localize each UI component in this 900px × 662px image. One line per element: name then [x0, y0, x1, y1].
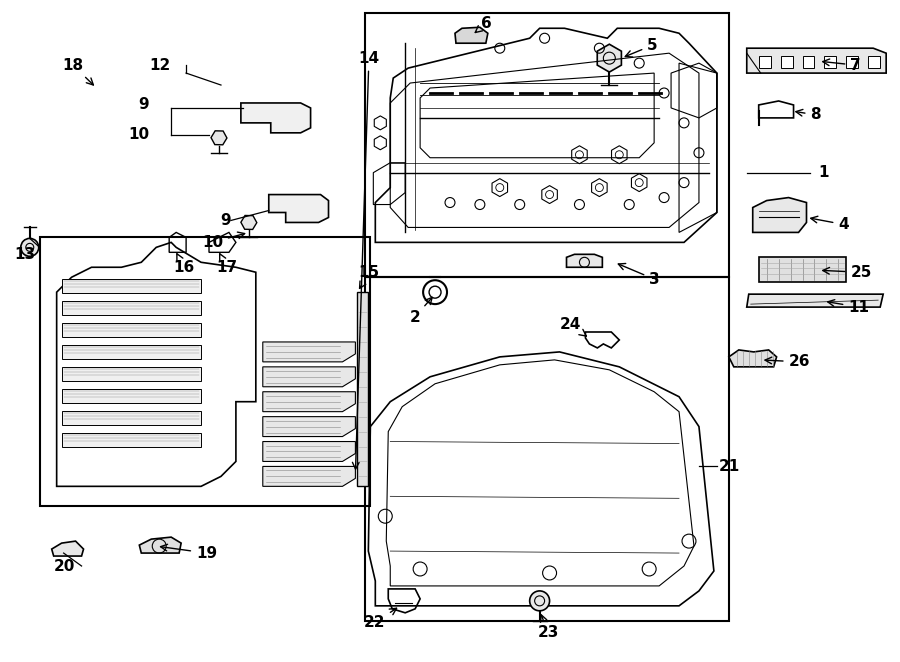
Bar	[780, 56, 793, 68]
Bar	[759, 56, 770, 68]
Polygon shape	[566, 254, 602, 267]
Text: 7: 7	[823, 58, 861, 73]
Polygon shape	[357, 292, 368, 487]
Text: 2: 2	[410, 297, 432, 324]
Bar	[824, 56, 836, 68]
Bar	[365, 13, 729, 277]
Polygon shape	[61, 389, 201, 402]
Text: 20: 20	[54, 559, 75, 573]
Text: 14: 14	[353, 51, 380, 469]
Polygon shape	[263, 392, 356, 412]
Text: 21: 21	[719, 459, 740, 474]
Text: 19: 19	[160, 544, 217, 561]
Polygon shape	[51, 541, 84, 556]
Bar	[40, 238, 370, 506]
Circle shape	[530, 591, 550, 611]
Polygon shape	[61, 345, 201, 359]
Polygon shape	[263, 367, 356, 387]
Polygon shape	[747, 294, 883, 307]
Polygon shape	[263, 442, 356, 461]
Text: 5: 5	[626, 38, 658, 57]
Text: 22: 22	[364, 608, 397, 630]
Polygon shape	[61, 367, 201, 381]
Text: 17: 17	[216, 254, 237, 275]
Polygon shape	[241, 103, 310, 133]
Text: 15: 15	[358, 265, 380, 289]
Text: 11: 11	[828, 300, 869, 314]
Text: 1: 1	[818, 165, 829, 180]
Text: 25: 25	[823, 265, 872, 280]
Polygon shape	[759, 258, 846, 282]
Polygon shape	[61, 279, 201, 293]
Text: 18: 18	[62, 58, 94, 85]
Text: 26: 26	[765, 354, 810, 369]
Polygon shape	[455, 27, 488, 43]
Text: 9: 9	[139, 97, 149, 113]
Polygon shape	[729, 350, 777, 367]
Polygon shape	[263, 467, 356, 487]
Polygon shape	[269, 195, 328, 222]
Text: 10: 10	[128, 127, 149, 142]
Text: 4: 4	[811, 216, 849, 232]
Text: 12: 12	[149, 58, 170, 73]
Text: 24: 24	[560, 316, 587, 336]
Bar	[868, 56, 880, 68]
Text: 16: 16	[173, 254, 194, 275]
Text: 10: 10	[202, 232, 245, 250]
Polygon shape	[61, 301, 201, 315]
Text: 13: 13	[14, 247, 35, 262]
Polygon shape	[752, 197, 806, 232]
Text: 6: 6	[475, 16, 491, 32]
Polygon shape	[61, 432, 201, 446]
Bar	[803, 56, 815, 68]
Bar	[365, 277, 729, 621]
Text: 3: 3	[618, 263, 660, 287]
Polygon shape	[263, 416, 356, 436]
Polygon shape	[61, 323, 201, 337]
Bar	[846, 56, 859, 68]
Polygon shape	[61, 410, 201, 424]
Circle shape	[21, 238, 39, 256]
Text: 23: 23	[537, 615, 559, 640]
Text: 9: 9	[220, 213, 231, 228]
Polygon shape	[747, 48, 886, 73]
Text: 8: 8	[796, 107, 821, 122]
Polygon shape	[140, 537, 181, 553]
Polygon shape	[263, 342, 356, 362]
